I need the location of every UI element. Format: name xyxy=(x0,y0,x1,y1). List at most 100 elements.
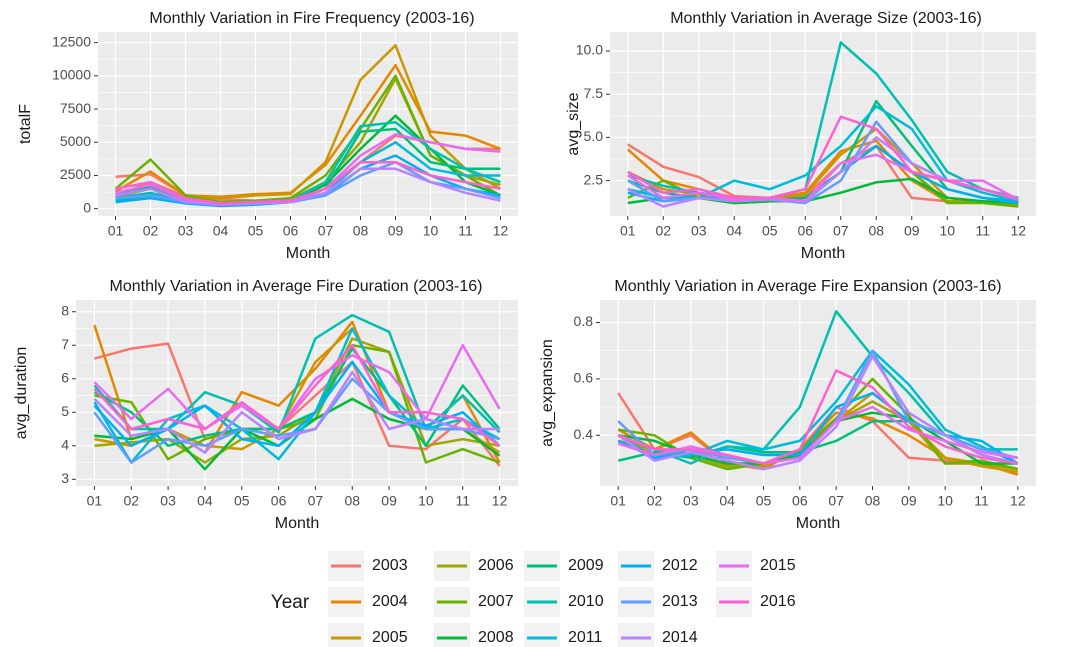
panel: 2.5 5.0 7.5 10.0 01 02 03 04 05 06 07 08 09 10 11 12 Mon… xyxy=(565,10,1036,262)
legend-key-bg xyxy=(524,623,560,647)
x-tick-label: 10 xyxy=(939,223,955,239)
panel: 0 2500 5000 7500 10000 12500 01 02 03 04 05 06 07 08 0… xyxy=(17,10,518,262)
series-line xyxy=(627,115,1019,201)
x-tick-label: 09 xyxy=(901,493,917,509)
x-tick-label: 08 xyxy=(353,223,369,239)
series-line xyxy=(93,347,501,448)
series-line xyxy=(617,355,1019,471)
x-tick-label: 07 xyxy=(308,493,324,509)
legend-label: 2003 xyxy=(372,557,408,574)
legend-label: 2014 xyxy=(662,629,698,646)
x-axis-title: Month xyxy=(801,245,845,262)
chart-title: Monthly Variation in Average Size (2003-… xyxy=(670,10,982,27)
series-line xyxy=(114,74,502,204)
legend-label: 2009 xyxy=(568,557,604,574)
legend-label: 2016 xyxy=(760,593,796,610)
y-tick-label: 5000 xyxy=(60,133,91,149)
legend-title: Year xyxy=(271,592,310,613)
y-tick-label: 10.0 xyxy=(576,42,603,58)
y-tick-label: 7500 xyxy=(60,100,91,116)
x-tick-label: 11 xyxy=(458,223,473,239)
legend-label: 2004 xyxy=(372,593,408,610)
x-tick-label: 05 xyxy=(248,223,264,239)
y-axis-title: avg_expansion xyxy=(539,339,556,447)
x-tick-label: 03 xyxy=(683,493,699,509)
x-tick-label: 10 xyxy=(937,493,953,509)
series-line xyxy=(617,349,1019,465)
series-line xyxy=(627,41,1019,200)
legend-label: 2005 xyxy=(372,629,408,646)
series-line xyxy=(617,405,1018,465)
series-line xyxy=(93,360,501,448)
x-tick-label: 03 xyxy=(178,223,194,239)
x-tick-label: 01 xyxy=(87,493,103,509)
y-axis-title: avg_size xyxy=(565,92,582,155)
series-line xyxy=(617,369,1018,465)
x-tick-label: 01 xyxy=(610,493,626,509)
y-tick-label: 0.6 xyxy=(574,370,594,386)
x-tick-label: 08 xyxy=(344,493,360,509)
y-tick-label: 4 xyxy=(61,436,69,452)
x-tick-label: 12 xyxy=(492,493,508,509)
x-tick-label: 02 xyxy=(123,493,139,509)
series-line xyxy=(627,153,1019,203)
series-line xyxy=(93,343,501,431)
x-tick-label: 11 xyxy=(974,493,989,509)
x-tick-label: 02 xyxy=(143,223,159,239)
chart-title: Monthly Variation in Fire Frequency (200… xyxy=(149,10,474,27)
x-tick-label: 10 xyxy=(418,493,434,509)
y-tick-label: 0.4 xyxy=(574,426,594,442)
y-tick-label: 6 xyxy=(61,369,69,385)
x-axis-title: Month xyxy=(796,515,840,532)
x-tick-label: 01 xyxy=(108,223,124,239)
series-line xyxy=(93,343,501,447)
x-tick-label: 09 xyxy=(904,223,920,239)
legend-label: 2011 xyxy=(568,629,603,646)
x-tick-label: 11 xyxy=(975,223,990,239)
y-tick-label: 5 xyxy=(61,403,69,419)
y-axis-title: totalF xyxy=(17,104,34,144)
y-tick-label: 3 xyxy=(61,470,69,486)
x-tick-label: 07 xyxy=(833,223,849,239)
x-tick-label: 09 xyxy=(388,223,404,239)
x-tick-label: 04 xyxy=(197,493,213,509)
y-tick-label: 2500 xyxy=(60,166,91,182)
series-line xyxy=(93,327,501,464)
y-tick-label: 5.0 xyxy=(584,128,604,144)
series-line xyxy=(93,370,500,454)
x-axis-title: Month xyxy=(275,515,319,532)
legend-key-bg xyxy=(618,623,654,647)
x-tick-label: 04 xyxy=(719,493,735,509)
x-tick-label: 11 xyxy=(455,493,470,509)
x-tick-label: 02 xyxy=(647,493,663,509)
legend-label: 2006 xyxy=(478,557,514,574)
x-tick-label: 10 xyxy=(423,223,439,239)
x-tick-label: 12 xyxy=(1010,223,1026,239)
x-tick-label: 07 xyxy=(318,223,334,239)
y-tick-label: 12500 xyxy=(52,33,91,49)
x-tick-label: 03 xyxy=(691,223,707,239)
series-line xyxy=(115,167,501,206)
legend-label: 2007 xyxy=(478,593,514,610)
legend-key-bg xyxy=(434,623,470,647)
y-tick-label: 7 xyxy=(61,336,69,352)
y-tick-label: 2.5 xyxy=(584,171,604,187)
chart-title: Monthly Variation in Average Fire Durati… xyxy=(110,278,483,295)
x-tick-label: 03 xyxy=(160,493,176,509)
x-tick-label: 12 xyxy=(1010,493,1026,509)
x-tick-label: 05 xyxy=(234,493,250,509)
x-axis-title: Month xyxy=(286,245,330,262)
y-tick-label: 0 xyxy=(83,199,91,215)
x-tick-label: 05 xyxy=(756,493,772,509)
y-tick-label: 8 xyxy=(61,302,69,318)
x-tick-label: 08 xyxy=(868,223,884,239)
x-tick-label: 05 xyxy=(762,223,778,239)
x-tick-label: 06 xyxy=(283,223,299,239)
legend-label: 2012 xyxy=(662,557,698,574)
legend-label: 2013 xyxy=(662,593,698,610)
x-tick-label: 07 xyxy=(828,493,844,509)
legend-label: 2015 xyxy=(760,557,796,574)
legend-label: 2010 xyxy=(568,593,604,610)
y-tick-label: 0.8 xyxy=(574,313,594,329)
